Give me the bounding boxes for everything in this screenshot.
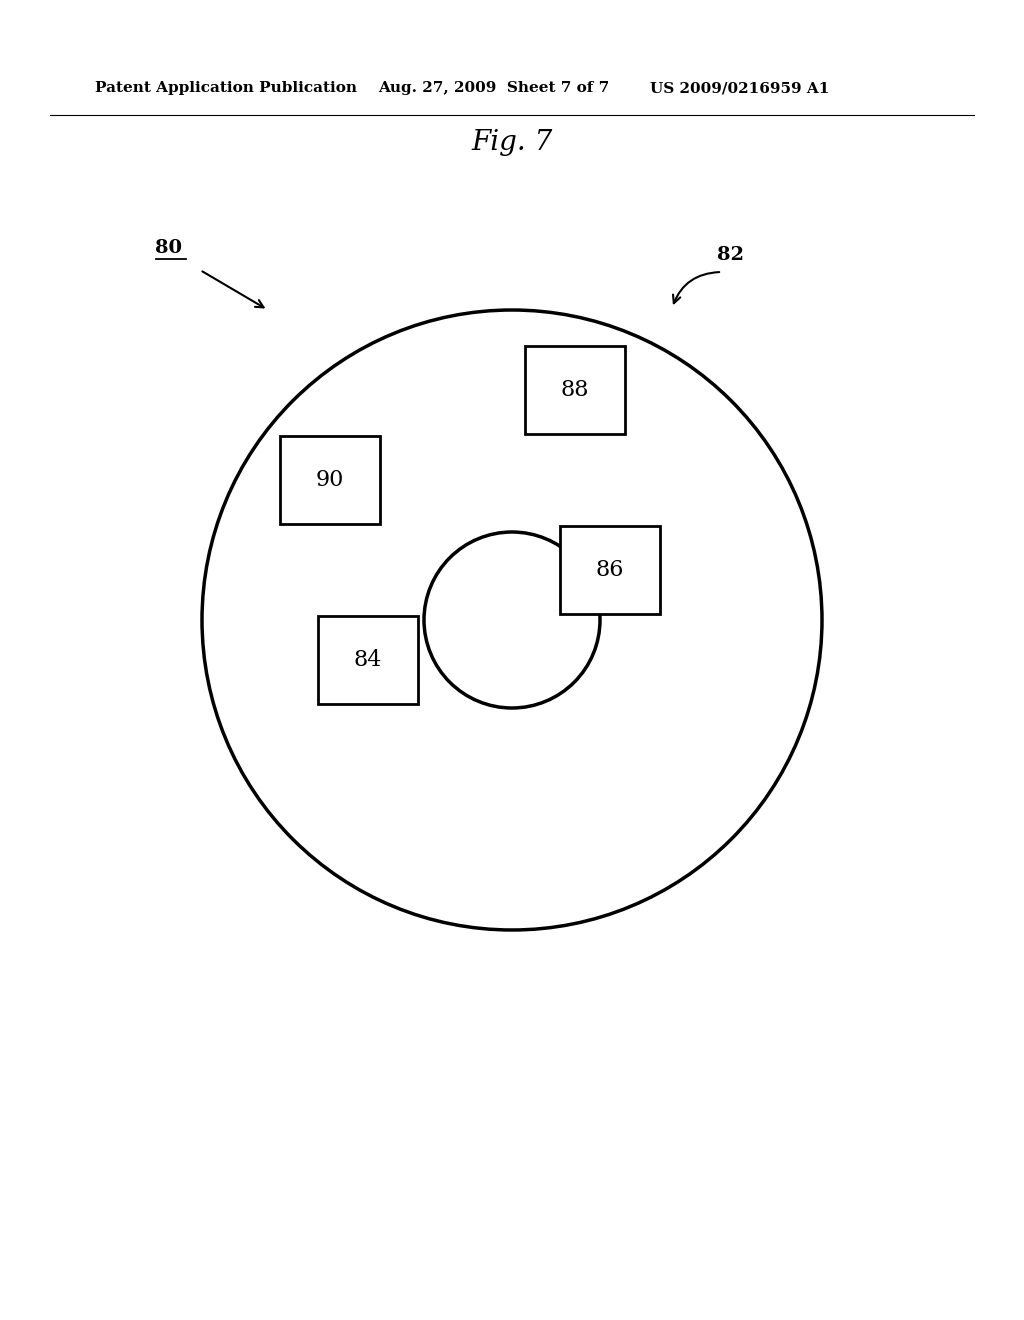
- Text: 90: 90: [315, 469, 344, 491]
- Bar: [560, 525, 660, 614]
- Text: 84: 84: [354, 649, 382, 671]
- Bar: [525, 346, 625, 434]
- Bar: [280, 436, 380, 524]
- Text: Aug. 27, 2009  Sheet 7 of 7: Aug. 27, 2009 Sheet 7 of 7: [378, 81, 609, 95]
- Text: 80: 80: [155, 239, 181, 257]
- Text: US 2009/0216959 A1: US 2009/0216959 A1: [650, 81, 829, 95]
- Text: 82: 82: [717, 246, 743, 264]
- Text: 88: 88: [561, 379, 589, 401]
- Bar: [318, 616, 418, 704]
- Text: Patent Application Publication: Patent Application Publication: [95, 81, 357, 95]
- Text: 86: 86: [596, 558, 625, 581]
- Text: Fig. 7: Fig. 7: [471, 129, 553, 156]
